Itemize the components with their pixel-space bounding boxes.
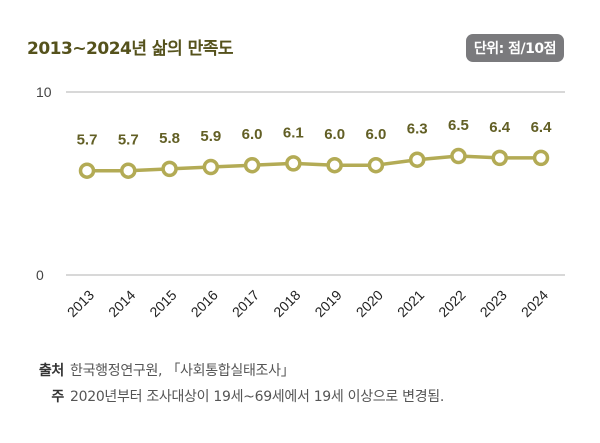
note-line: 주 2020년부터 조사대상이 19세~69세에서 19세 이상으로 변경됨. <box>28 386 444 406</box>
x-tick-label: 2015 <box>146 287 179 320</box>
data-label: 5.9 <box>200 128 221 145</box>
unit-badge: 단위: 점/10점 <box>465 34 564 62</box>
data-point <box>532 149 550 167</box>
data-label: 6.4 <box>531 119 553 136</box>
data-point <box>491 149 508 167</box>
y-tick-label: 0 <box>36 267 44 283</box>
x-tick-label: 2013 <box>64 287 97 320</box>
x-tick-label: 2016 <box>188 287 221 320</box>
data-point <box>326 156 343 174</box>
x-tick-label: 2020 <box>353 287 386 320</box>
source-label: 출처 <box>38 363 64 379</box>
x-tick-label: 2024 <box>518 287 551 320</box>
data-label: 6.1 <box>283 124 304 141</box>
data-label: 6.0 <box>365 126 386 143</box>
data-label: 6.0 <box>242 126 263 143</box>
data-point <box>202 158 220 176</box>
data-point <box>161 160 178 178</box>
data-point <box>408 151 426 168</box>
data-label: 6.3 <box>407 121 428 138</box>
data-label: 6.4 <box>489 119 511 136</box>
source-text: 한국행정연구원, 「사회통합실태조사」 <box>70 363 295 379</box>
data-point <box>285 155 302 172</box>
source-line: 출처 한국행정연구원, 「사회통합실태조사」 <box>28 360 295 380</box>
x-tick-label: 2023 <box>477 287 510 320</box>
x-tick-label: 2019 <box>311 287 344 320</box>
note-label: 주 <box>51 389 64 405</box>
data-point <box>78 162 96 179</box>
data-label: 5.7 <box>118 132 139 149</box>
data-point <box>367 156 385 174</box>
x-tick-label: 2014 <box>105 287 138 320</box>
x-tick-label: 2022 <box>435 287 468 320</box>
data-point <box>450 147 467 165</box>
x-tick-label: 2021 <box>394 287 427 320</box>
chart-title: 2013~2024년 삶의 만족도 <box>27 39 234 59</box>
data-point <box>120 162 137 179</box>
data-label: 5.8 <box>159 130 180 147</box>
y-tick-label: 10 <box>36 84 52 100</box>
x-tick-label: 2018 <box>270 287 303 320</box>
data-label: 6.5 <box>448 117 469 134</box>
data-label: 6.0 <box>324 126 345 143</box>
x-tick-label: 2017 <box>229 287 262 320</box>
data-point <box>243 156 261 174</box>
series-line <box>87 154 541 173</box>
note-text: 2020년부터 조사대상이 19세~69세에서 19세 이상으로 변경됨. <box>70 389 445 405</box>
data-label: 5.7 <box>77 132 98 149</box>
